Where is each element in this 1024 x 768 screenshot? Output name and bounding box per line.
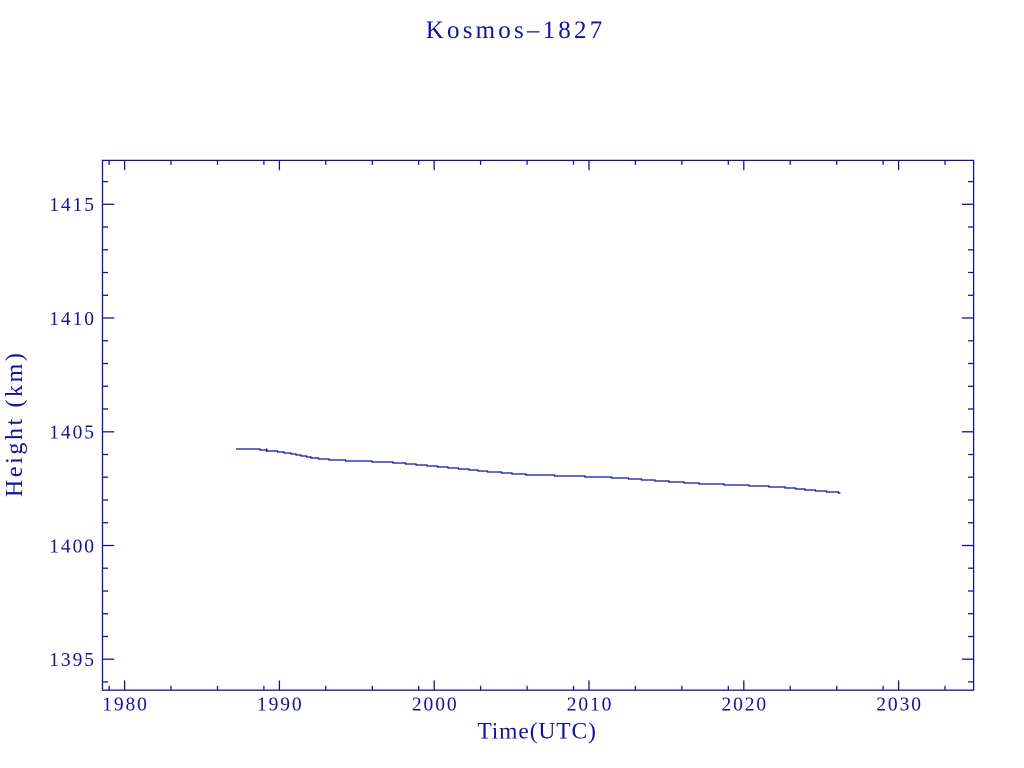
svg-text:1980: 1980 — [102, 695, 149, 716]
svg-text:2010: 2010 — [567, 695, 614, 716]
svg-text:Time(UTC): Time(UTC) — [477, 719, 597, 745]
svg-text:Height (km): Height (km) — [2, 351, 28, 498]
svg-text:2000: 2000 — [412, 695, 459, 716]
svg-text:1405: 1405 — [49, 423, 96, 444]
svg-text:2030: 2030 — [876, 695, 923, 716]
svg-text:2020: 2020 — [721, 695, 768, 716]
svg-text:1400: 1400 — [49, 536, 96, 557]
svg-text:1395: 1395 — [49, 650, 96, 671]
svg-text:1410: 1410 — [49, 309, 96, 330]
svg-text:Kosmos–1827: Kosmos–1827 — [426, 17, 606, 44]
svg-text:1990: 1990 — [257, 695, 304, 716]
svg-text:1415: 1415 — [49, 195, 96, 216]
